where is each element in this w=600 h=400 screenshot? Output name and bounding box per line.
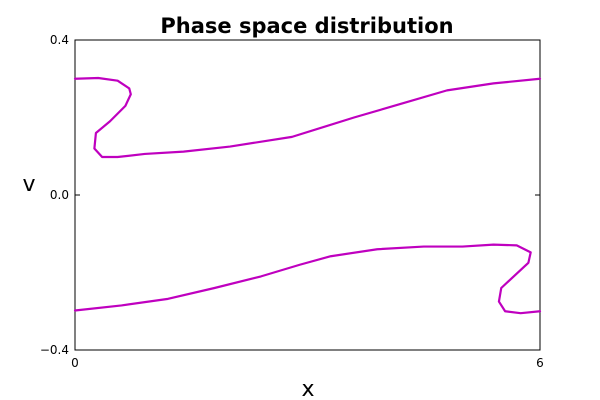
y-tick-label: 0.0 xyxy=(50,188,69,202)
series-line-1 xyxy=(73,76,542,159)
y-axis-label: v xyxy=(22,172,35,197)
x-axis-label: x xyxy=(301,377,314,400)
plot-area-frame xyxy=(74,39,541,351)
chart-title: Phase space distribution xyxy=(160,14,453,38)
ticks-group: 0 6 0.4 0.0 −0.4 xyxy=(40,33,544,370)
y-tick-label: −0.4 xyxy=(40,343,69,357)
y-tick-label: 0.4 xyxy=(50,33,69,47)
series-group xyxy=(73,76,542,315)
x-tick-label: 6 xyxy=(536,356,544,370)
x-tick-label: 0 xyxy=(71,356,79,370)
series-line-2 xyxy=(73,243,542,315)
